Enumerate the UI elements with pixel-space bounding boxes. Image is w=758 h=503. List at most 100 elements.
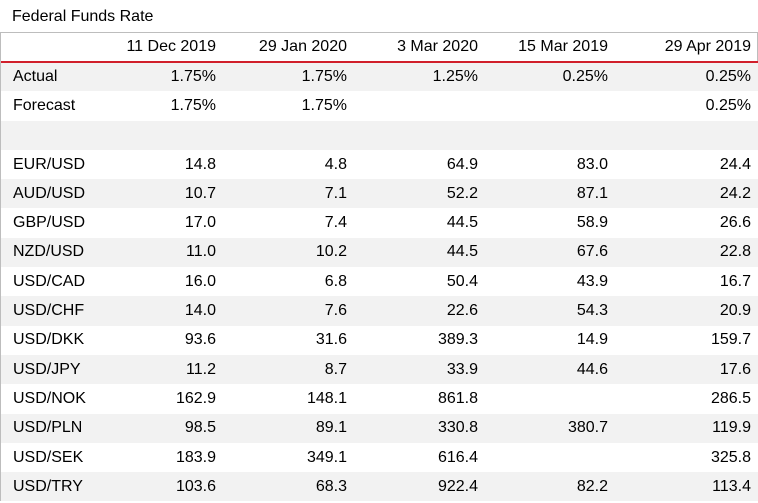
table-cell: 26.6 (616, 208, 758, 238)
table-cell (486, 91, 616, 121)
table-cell: 10.7 (98, 179, 224, 209)
table-cell: 58.9 (486, 208, 616, 238)
table-cell: 22.6 (355, 296, 486, 326)
table-body: Actual 1.75% 1.75% 1.25% 0.25% 0.25% Forecast 1… (1, 62, 758, 502)
table-cell: 159.7 (616, 325, 758, 355)
table-cell (98, 120, 224, 150)
table-row: USD/SEK 183.9 349.1 616.4 325.8 (1, 442, 758, 473)
column-header (1, 33, 98, 63)
table-cell (486, 120, 616, 150)
column-header: 11 Dec 2019 (98, 33, 224, 63)
table-cell: 93.6 (98, 325, 224, 355)
table-cell: 16.7 (616, 267, 758, 297)
row-label: Forecast (1, 91, 98, 121)
row-label: USD/PLN (1, 413, 98, 443)
table-cell: 6.8 (224, 267, 355, 297)
table-cell: 389.3 (355, 325, 486, 355)
table-cell: 64.9 (355, 149, 486, 180)
table-cell: 0.25% (486, 62, 616, 92)
table-row: USD/NOK 162.9 148.1 861.8 286.5 (1, 384, 758, 414)
table-cell: 286.5 (616, 384, 758, 414)
table-cell: 103.6 (98, 472, 224, 502)
table-cell: 325.8 (616, 442, 758, 473)
table-row: Forecast 1.75% 1.75% 0.25% (1, 91, 758, 121)
table-cell: 87.1 (486, 179, 616, 209)
table-cell (224, 120, 355, 150)
column-header: 3 Mar 2020 (355, 33, 486, 63)
row-label: USD/JPY (1, 354, 98, 385)
table-cell: 861.8 (355, 384, 486, 414)
table-cell: 1.25% (355, 62, 486, 92)
table-cell: 1.75% (224, 91, 355, 121)
table-cell: 113.4 (616, 472, 758, 502)
table-cell: 7.4 (224, 208, 355, 238)
row-label: EUR/USD (1, 149, 98, 180)
table-cell: 22.8 (616, 237, 758, 268)
table-cell: 0.25% (616, 91, 758, 121)
table-row: USD/DKK 93.6 31.6 389.3 14.9 159.7 (1, 325, 758, 355)
table-cell: 31.6 (224, 325, 355, 355)
table-cell: 17.6 (616, 354, 758, 385)
table-cell: 616.4 (355, 442, 486, 473)
table-cell: 7.6 (224, 296, 355, 326)
data-table-container: 11 Dec 2019 29 Jan 2020 3 Mar 2020 15 Ma… (0, 32, 758, 502)
table-row (1, 120, 758, 150)
table-cell: 380.7 (486, 413, 616, 443)
table-cell (486, 384, 616, 414)
table-cell: 17.0 (98, 208, 224, 238)
table-cell: 16.0 (98, 267, 224, 297)
table-cell: 162.9 (98, 384, 224, 414)
table-row: USD/CHF 14.0 7.6 22.6 54.3 20.9 (1, 296, 758, 326)
table-cell (486, 442, 616, 473)
table-cell: 1.75% (98, 62, 224, 92)
table-cell: 54.3 (486, 296, 616, 326)
table-row: AUD/USD 10.7 7.1 52.2 87.1 24.2 (1, 179, 758, 209)
row-label: USD/DKK (1, 325, 98, 355)
column-header: 29 Jan 2020 (224, 33, 355, 63)
table-cell: 43.9 (486, 267, 616, 297)
table-cell: 183.9 (98, 442, 224, 473)
table-cell: 10.2 (224, 237, 355, 268)
table-cell: 11.0 (98, 237, 224, 268)
row-label: Actual (1, 62, 98, 92)
row-label: USD/CAD (1, 267, 98, 297)
header-row: 11 Dec 2019 29 Jan 2020 3 Mar 2020 15 Ma… (1, 33, 758, 63)
row-label (1, 120, 98, 150)
row-label: USD/TRY (1, 472, 98, 502)
table-cell: 24.2 (616, 179, 758, 209)
table-cell: 148.1 (224, 384, 355, 414)
table-cell: 119.9 (616, 413, 758, 443)
table-cell: 14.8 (98, 149, 224, 180)
table-title: Federal Funds Rate (12, 8, 154, 25)
table-cell: 24.4 (616, 149, 758, 180)
table-cell: 83.0 (486, 149, 616, 180)
table-cell: 44.5 (355, 208, 486, 238)
table-cell: 67.6 (486, 237, 616, 268)
table-cell (616, 120, 758, 150)
table-cell (355, 91, 486, 121)
table-cell: 1.75% (224, 62, 355, 92)
table-cell (355, 120, 486, 150)
table-row: NZD/USD 11.0 10.2 44.5 67.6 22.8 (1, 237, 758, 268)
table-cell: 4.8 (224, 149, 355, 180)
table-row: USD/CAD 16.0 6.8 50.4 43.9 16.7 (1, 267, 758, 297)
row-label: NZD/USD (1, 237, 98, 268)
table-row: USD/PLN 98.5 89.1 330.8 380.7 119.9 (1, 413, 758, 443)
table-cell: 44.6 (486, 354, 616, 385)
table-cell: 11.2 (98, 354, 224, 385)
column-header: 15 Mar 2019 (486, 33, 616, 63)
table-cell: 68.3 (224, 472, 355, 502)
row-label: AUD/USD (1, 179, 98, 209)
table-row: EUR/USD 14.8 4.8 64.9 83.0 24.4 (1, 149, 758, 180)
table-cell: 33.9 (355, 354, 486, 385)
row-label: USD/NOK (1, 384, 98, 414)
row-label: USD/CHF (1, 296, 98, 326)
table-cell: 14.9 (486, 325, 616, 355)
column-header: 29 Apr 2019 (616, 33, 758, 63)
table-cell: 52.2 (355, 179, 486, 209)
table-cell: 8.7 (224, 354, 355, 385)
table-cell: 1.75% (98, 91, 224, 121)
row-label: USD/SEK (1, 442, 98, 473)
table-cell: 82.2 (486, 472, 616, 502)
table-cell: 349.1 (224, 442, 355, 473)
